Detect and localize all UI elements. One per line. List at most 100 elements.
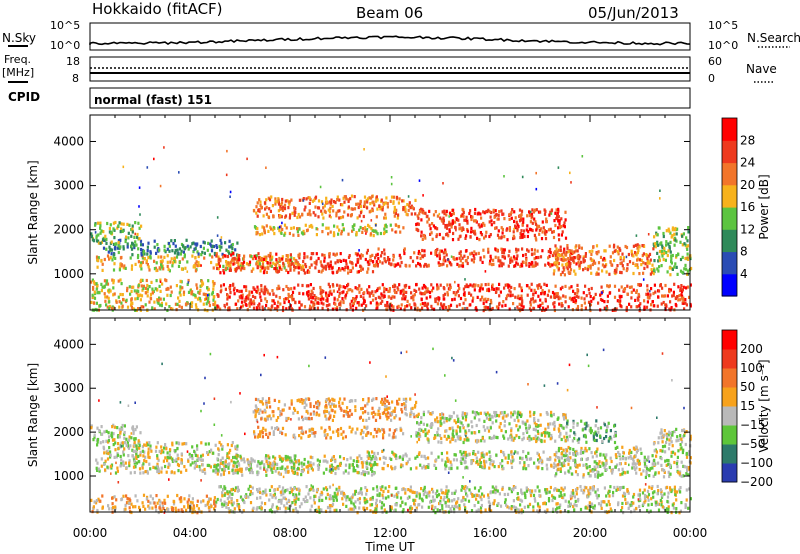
- data-cell: [311, 199, 314, 203]
- data-cell: [562, 454, 565, 458]
- data-cell: [368, 285, 371, 289]
- data-cell: [259, 200, 262, 204]
- data-cell: [503, 419, 506, 423]
- data-cell: [258, 292, 261, 296]
- data-cell: [381, 402, 384, 406]
- data-cell: [568, 296, 571, 300]
- data-cell: [283, 203, 287, 207]
- data-cell: [266, 261, 269, 265]
- data-cell: [259, 466, 262, 470]
- data-cell: [202, 302, 205, 306]
- data-cell: [666, 294, 669, 298]
- data-cell: [580, 446, 583, 451]
- data-cell: [394, 465, 397, 469]
- data-cell: [410, 410, 413, 415]
- data-cell: [109, 223, 112, 227]
- data-cell: [444, 305, 447, 310]
- data-cell: [444, 460, 447, 464]
- data-cell: [106, 221, 109, 226]
- data-cell: [393, 195, 396, 199]
- data-cell: [634, 251, 637, 255]
- colorbar-tick-label: 8: [740, 245, 748, 259]
- data-cell: [264, 297, 267, 301]
- data-cell: [460, 452, 463, 456]
- data-cell: [366, 228, 369, 231]
- data-cell: [403, 290, 406, 294]
- data-cell: [671, 226, 674, 230]
- data-cell: [348, 466, 351, 470]
- data-cell: [563, 454, 566, 458]
- data-cell: [544, 237, 548, 241]
- data-cell: [233, 256, 236, 260]
- data-cell: [433, 307, 436, 311]
- data-cell: [384, 216, 387, 220]
- data-cell: [133, 289, 136, 293]
- data-cell: [111, 278, 114, 282]
- data-cell: [258, 233, 261, 237]
- data-cell: [619, 256, 622, 260]
- data-cell: [508, 289, 511, 293]
- data-cell: [158, 284, 161, 288]
- data-cell: [431, 237, 434, 241]
- data-cell: [100, 240, 103, 244]
- data-cell: [619, 261, 622, 266]
- data-cell: [467, 438, 470, 442]
- data-cell: [268, 414, 271, 418]
- data-cell: [647, 292, 650, 296]
- data-cell: [281, 208, 285, 212]
- data-cell: [249, 300, 252, 304]
- data-cell: [155, 464, 158, 469]
- data-cell: [325, 467, 328, 471]
- data-cell: [489, 254, 492, 258]
- data-cell: [679, 257, 683, 262]
- data-cell: [108, 245, 111, 249]
- data-cell: [288, 456, 291, 460]
- data-cell: [520, 286, 523, 290]
- data-cell: [404, 208, 407, 212]
- data-cell: [603, 300, 606, 304]
- data-cell: [259, 408, 262, 412]
- data-cell: [477, 412, 480, 416]
- freq-label: Freq.: [4, 53, 31, 66]
- data-cell: [316, 306, 319, 310]
- data-cell: [649, 258, 652, 262]
- data-cell: [390, 465, 393, 469]
- data-cell: [442, 221, 445, 225]
- data-cell: [488, 413, 491, 417]
- data-cell: [589, 257, 592, 261]
- data-cell: [288, 262, 291, 266]
- data-cell: [262, 291, 265, 295]
- data-cell: [447, 434, 450, 438]
- colorbar-swatch: [722, 140, 737, 164]
- data-cell: [522, 220, 525, 224]
- data-cell: [596, 252, 599, 256]
- data-cell: [122, 460, 125, 464]
- data-cell: [430, 231, 433, 235]
- data-cell: [371, 298, 375, 302]
- data-cell: [489, 298, 493, 303]
- data-cell: [557, 219, 560, 223]
- data-cell: [227, 466, 230, 470]
- data-cell: [460, 226, 463, 230]
- data-cell: [166, 247, 169, 251]
- data-cell: [278, 266, 281, 270]
- data-cell: [387, 415, 390, 419]
- data-cell: [219, 238, 222, 242]
- data-cell: [620, 271, 623, 275]
- data-cell: [534, 222, 538, 226]
- data-cell: [327, 264, 330, 268]
- data-cell: [618, 288, 621, 292]
- data-cell: [653, 235, 656, 239]
- data-cell: [647, 233, 650, 236]
- data-cell: [298, 198, 301, 202]
- data-cell: [562, 250, 565, 254]
- data-cell: [274, 469, 277, 473]
- data-cell: [522, 260, 525, 264]
- data-cell: [574, 301, 577, 305]
- data-cell: [331, 418, 334, 422]
- data-cell: [616, 250, 619, 254]
- data-cell: [437, 455, 440, 459]
- data-cell: [279, 214, 282, 218]
- data-cell: [421, 208, 424, 212]
